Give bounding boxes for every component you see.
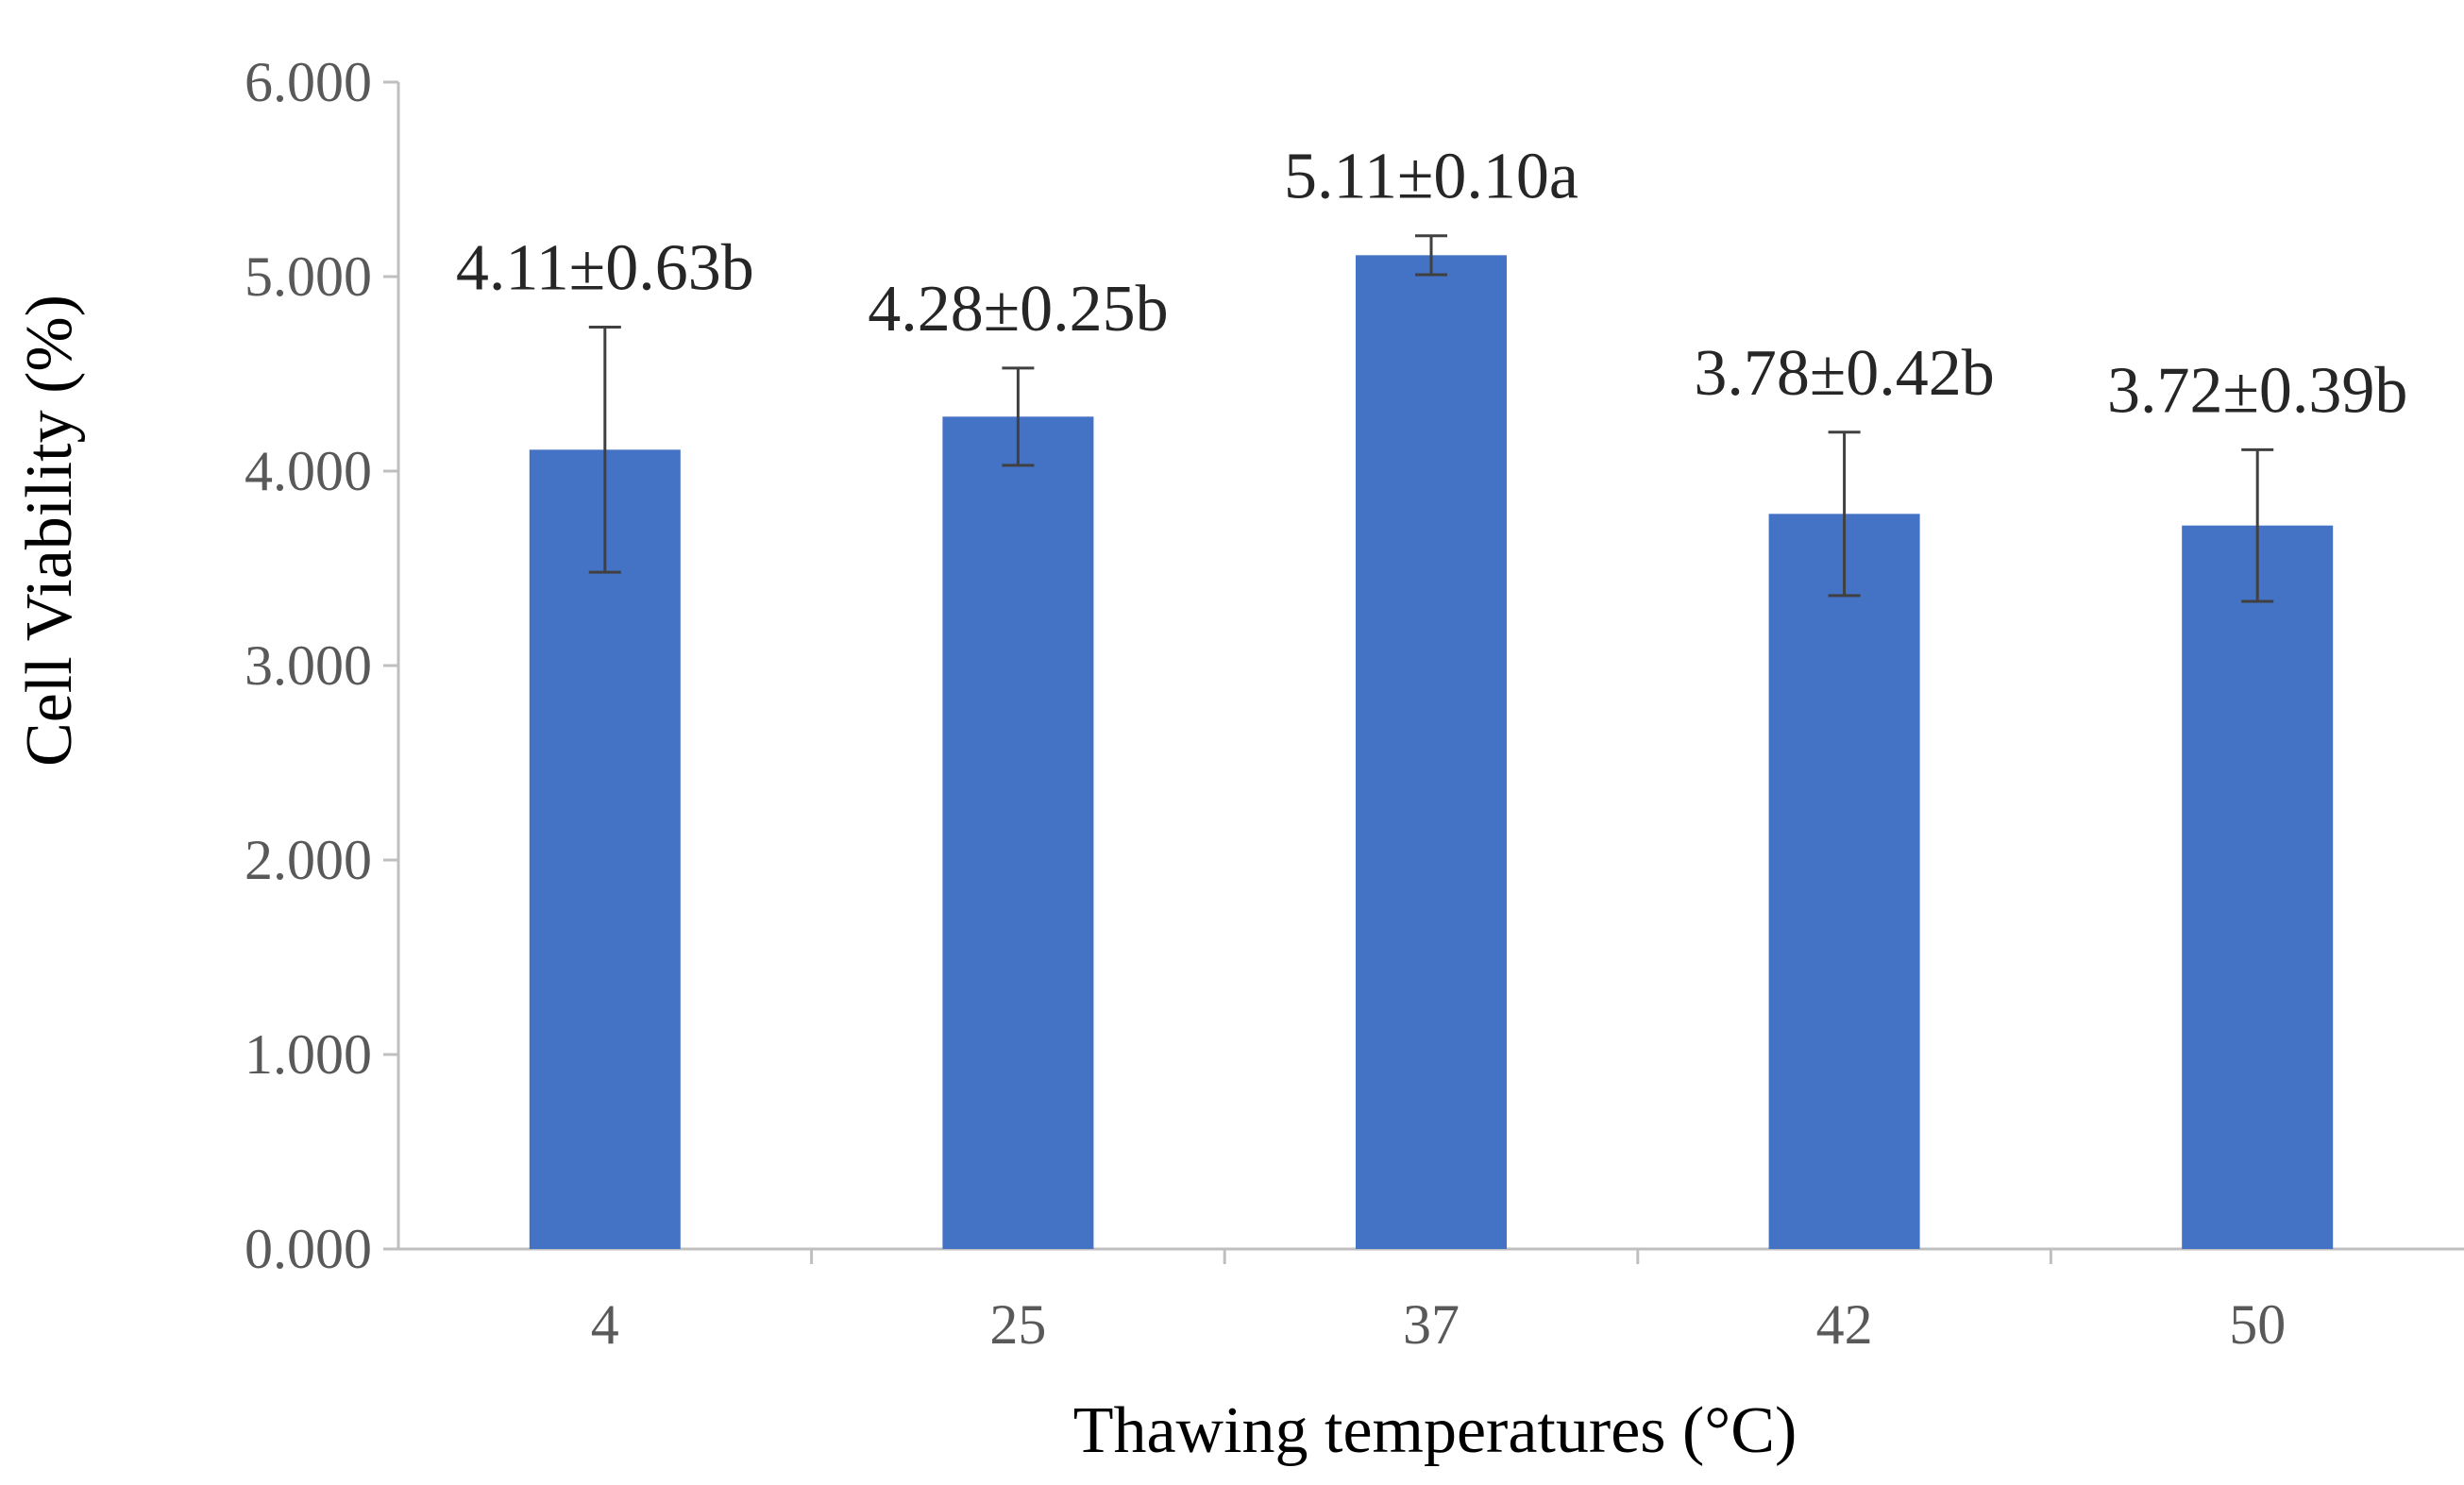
y-tick-label: 5.000 xyxy=(245,245,372,308)
y-tick-label: 2.000 xyxy=(245,829,372,891)
y-axis: 0.000 1.000 2.000 3.000 4.000 5.000 6.000 xyxy=(245,51,400,1280)
bar xyxy=(2182,525,2334,1249)
y-axis-title: Cell Viability (%) xyxy=(13,295,86,767)
bar xyxy=(1768,514,1920,1249)
x-tick-label: 37 xyxy=(1403,1293,1460,1356)
bar xyxy=(942,416,1094,1249)
data-labels: 4.11±0.63b 4.28±0.25b 5.11±0.10a 3.78±0.42b… xyxy=(456,141,2408,428)
data-label: 5.11±0.10a xyxy=(1284,141,1578,213)
x-tick-label: 4 xyxy=(591,1293,619,1356)
x-tick-label: 25 xyxy=(989,1293,1046,1356)
data-label: 4.28±0.25b xyxy=(868,273,1168,346)
data-label: 3.78±0.42b xyxy=(1694,337,1994,410)
y-tick-label: 1.000 xyxy=(245,1023,372,1086)
data-label: 4.11±0.63b xyxy=(456,232,754,305)
bar xyxy=(529,449,681,1250)
x-tick-label: 42 xyxy=(1816,1293,1873,1356)
bars xyxy=(529,255,2334,1250)
error-bars xyxy=(588,234,2274,603)
x-axis: 4 25 37 42 50 xyxy=(398,1247,2464,1356)
y-tick-label: 3.000 xyxy=(245,634,372,697)
bar xyxy=(1356,255,1507,1250)
x-axis-title: Thawing temperatures (°C) xyxy=(1073,1394,1797,1467)
x-tick-label: 50 xyxy=(2229,1293,2286,1356)
y-tick-label: 6.000 xyxy=(245,51,372,113)
y-tick-label: 4.000 xyxy=(245,440,372,502)
data-label: 3.72±0.39b xyxy=(2107,354,2407,427)
y-tick-label: 0.000 xyxy=(245,1218,372,1280)
